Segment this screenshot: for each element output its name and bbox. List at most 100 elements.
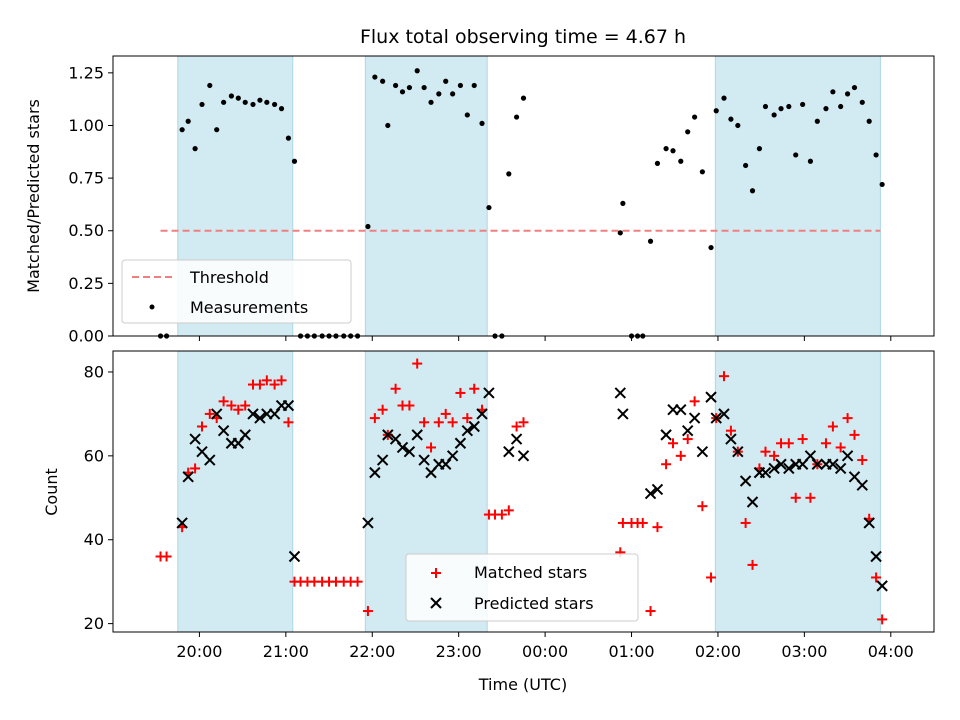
matched-star-point [645, 606, 656, 617]
predicted-star-point [644, 487, 657, 500]
matched-star-point [637, 517, 648, 528]
predicted-star-point [403, 445, 416, 458]
measurement-point [844, 91, 851, 97]
x-stroke [718, 408, 730, 420]
x-stroke [362, 517, 374, 529]
x-stroke [411, 429, 423, 441]
measurement-point [859, 99, 865, 105]
matched-star-point [404, 400, 415, 411]
predicted-star-point [614, 387, 626, 399]
x-tick-label: 23:00 [436, 642, 482, 661]
predicted-star-point [254, 412, 266, 424]
measurement-point [436, 91, 442, 97]
x-stroke [783, 462, 795, 475]
x-stroke [675, 404, 687, 416]
measurement-point [257, 97, 263, 103]
measurement-point [756, 146, 763, 152]
measurement-point [793, 152, 799, 158]
matched-star-point [668, 438, 679, 449]
matched-star-point [689, 396, 700, 407]
predicted-star-point [510, 433, 523, 445]
measurement-point [830, 89, 836, 95]
top-legend-box [121, 259, 352, 324]
measurement-point [735, 122, 741, 129]
predicted-star-point [705, 391, 717, 403]
matched-star-point [469, 383, 480, 394]
matched-star-point [760, 446, 771, 457]
matched-star-point [447, 417, 458, 428]
x-stroke [614, 387, 626, 399]
predicted-star-point [288, 550, 301, 563]
matched-star-point [233, 404, 244, 415]
measurement-point [199, 101, 205, 108]
top-y-tick-label: 0.75 [68, 169, 104, 188]
x-stroke [282, 399, 295, 412]
matched-star-point [352, 576, 363, 587]
measurement-point [291, 158, 298, 164]
x-stroke [268, 408, 281, 420]
top-y-tick-label: 0.25 [68, 274, 104, 293]
measurement-point [786, 103, 792, 110]
x-stroke [617, 408, 629, 420]
matched-star-point [369, 413, 380, 424]
matched-star-point [204, 408, 215, 419]
x-stroke [217, 424, 230, 437]
top-y-tick-label: 1.25 [68, 63, 104, 82]
x-axis-label: Time (UTC) [478, 675, 567, 694]
predicted-star-point [856, 479, 868, 491]
matched-star-point [433, 417, 444, 428]
bottom-y-tick-label: 60 [84, 446, 104, 465]
predicted-star-point [454, 437, 467, 449]
legend-plus-marker [431, 568, 441, 578]
top-y-ticks: 0.00 0.25 0.50 0.75 1.00 1.25 [68, 63, 113, 346]
matched-star-point [790, 492, 801, 503]
measurement-point [721, 95, 727, 101]
predicted-stars-points [176, 387, 888, 592]
measurement-point [708, 244, 714, 251]
matched-star-point [419, 417, 430, 428]
x-stroke [382, 429, 394, 441]
measurement-point [380, 78, 386, 84]
bottom-legend-box [405, 553, 639, 622]
x-stroke [841, 450, 854, 462]
x-stroke [834, 462, 847, 475]
matched-star-point [426, 442, 437, 453]
measurement-point [699, 169, 705, 175]
measurement-point [242, 99, 248, 105]
predicted-star-point [446, 450, 459, 462]
measurement-point [814, 118, 820, 124]
x-stroke [389, 433, 402, 445]
x-stroke [746, 496, 759, 508]
matched-star-point [197, 421, 208, 432]
x-stroke [870, 550, 882, 563]
matched-star-point [805, 492, 816, 503]
matched-star-point [769, 450, 780, 461]
x-stroke [725, 433, 737, 445]
predicted-star-point [746, 496, 759, 508]
predicted-star-point [396, 441, 409, 454]
predicted-star-point [418, 454, 430, 466]
matched-star-point [871, 572, 882, 583]
x-stroke [430, 597, 442, 609]
matched-star-point [440, 408, 451, 419]
matched-star-point [226, 400, 237, 411]
top-legend: Threshold Measurements [121, 259, 352, 324]
x-stroke [804, 450, 817, 462]
predicted-star-point [617, 408, 629, 420]
predicted-star-point [870, 550, 882, 563]
bottom-y-tick-label: 20 [84, 614, 104, 633]
measurement-point [873, 152, 879, 158]
matched-star-point [835, 442, 846, 453]
matched-star-point [675, 450, 686, 461]
x-stroke [210, 408, 223, 420]
predicted-star-point [863, 517, 875, 529]
x-stroke [376, 454, 389, 466]
measurement-point [479, 120, 485, 126]
x-stroke [176, 517, 188, 529]
predicted-star-point [204, 454, 216, 466]
matched-star-point [661, 459, 672, 470]
top-measurement-points [157, 68, 885, 339]
measurement-point [207, 82, 213, 89]
measurement-point [185, 118, 191, 124]
top-y-axis-label: Matched/Predicted stars [24, 99, 43, 293]
